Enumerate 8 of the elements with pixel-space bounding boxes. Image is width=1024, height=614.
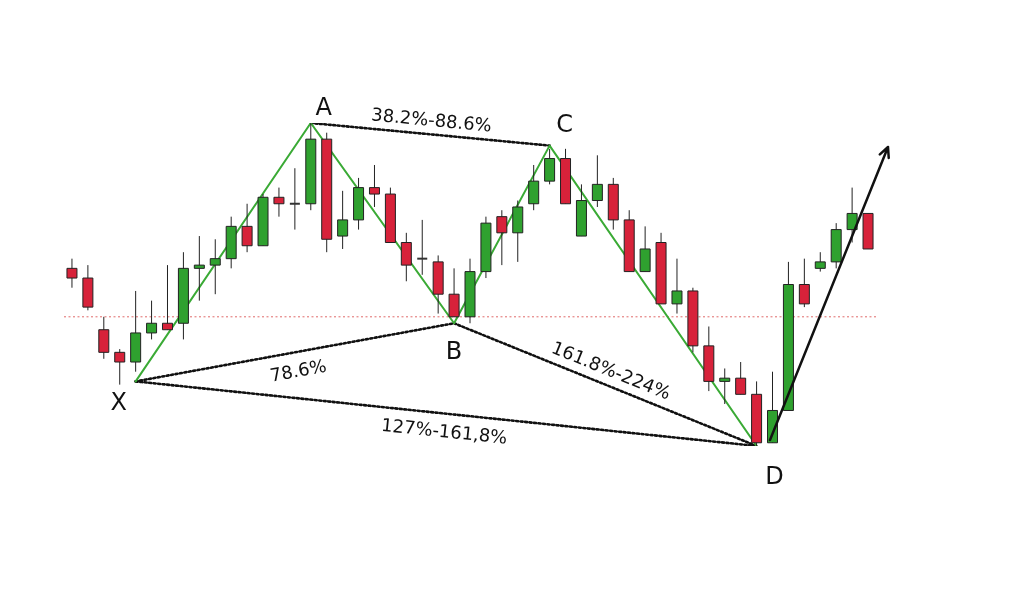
text: A (315, 93, 333, 122)
annotation: 78.6% (268, 354, 329, 386)
annotation: X (110, 387, 127, 416)
text: D (765, 462, 784, 491)
annotation: C (556, 109, 573, 138)
annotation: 127%-161,8% (380, 413, 509, 448)
annotation: 38.2%-88.6% (370, 103, 493, 136)
annotation: B (445, 337, 463, 366)
